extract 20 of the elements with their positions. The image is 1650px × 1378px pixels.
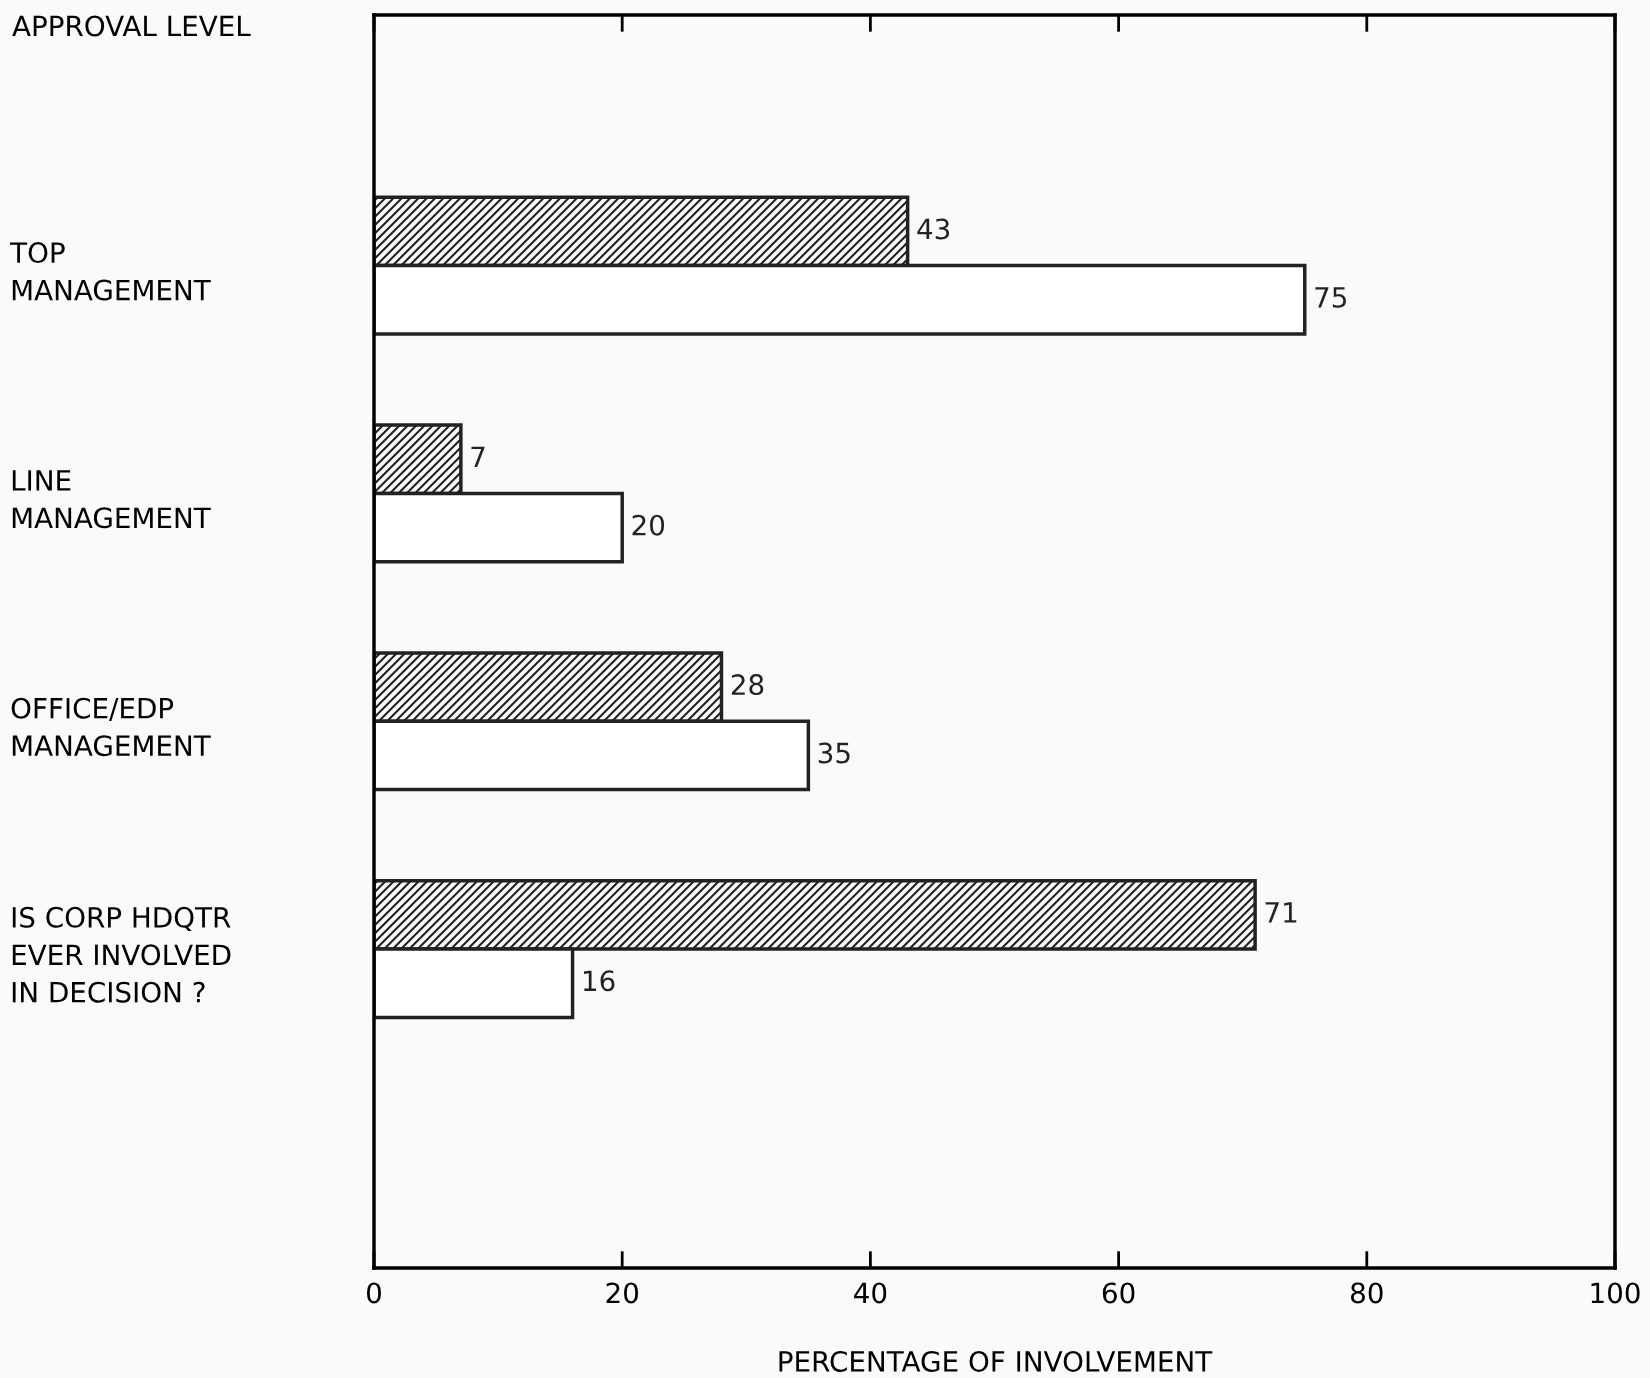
x-tick-label: 100 [1591,1282,1640,1304]
data-label: 71 [1265,902,1297,923]
x-axis-title: PERCENTAGE OF INVOLVEMENT [779,1350,1213,1372]
data-label: 75 [1315,287,1346,308]
x-tick-label: 20 [606,1282,639,1304]
x-tick-label: 60 [1102,1282,1135,1304]
y-tick-label: LINE MANAGEMENT [12,470,211,529]
data-label: 35 [818,742,850,764]
data-label: 28 [731,674,764,696]
data-label: 7 [471,446,485,467]
y-axis-title: APPROVAL LEVEL [12,15,251,37]
data-label: 43 [917,218,950,240]
data-label: 16 [583,970,615,992]
y-tick-label: IS CORP HDQTR EVER INVOLVED IN DECISION ? [12,906,231,1003]
x-tick-label: 80 [1351,1282,1383,1304]
data-label: 20 [632,514,665,536]
x-tick-label: 0 [366,1282,381,1304]
x-tick-label: 40 [854,1282,887,1304]
y-tick-label: TOP MANAGEMENT [10,242,211,301]
y-tick-label: OFFICE/EDP MANAGEMENT [11,697,211,757]
